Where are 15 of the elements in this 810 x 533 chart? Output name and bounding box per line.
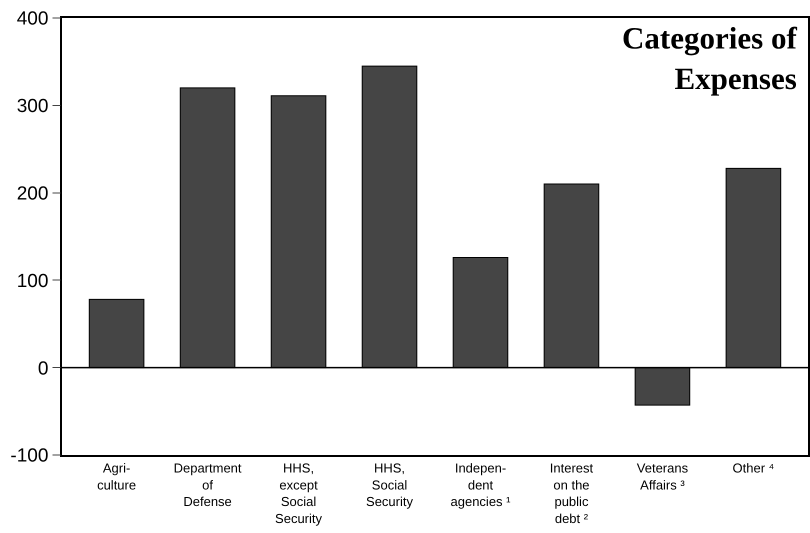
y-tick-label: -100: [10, 446, 48, 467]
y-tick-label: 400: [16, 8, 48, 30]
y-tick-label: 0: [38, 358, 48, 380]
x-tick-label: Interest on the public debt ²: [550, 460, 594, 526]
y-tick-label: 100: [16, 270, 48, 292]
x-tick-label: Other ⁴: [732, 460, 774, 476]
y-tick-label: 200: [16, 183, 48, 204]
text: Categories of Expenses: [622, 20, 798, 96]
x-tick-label: Indepen- dent agencies ¹: [450, 460, 512, 510]
x-tick-label: Veterans Affairs ³: [636, 460, 689, 492]
y-tick-label: 300: [16, 96, 48, 118]
x-tick-label: Department of Defense: [174, 460, 242, 510]
x-tick-label: HHS, except Social Security: [275, 460, 323, 526]
x-tick-label: HHS, Social Security: [366, 460, 414, 510]
x-tick-label: Agri- culture: [97, 460, 136, 492]
